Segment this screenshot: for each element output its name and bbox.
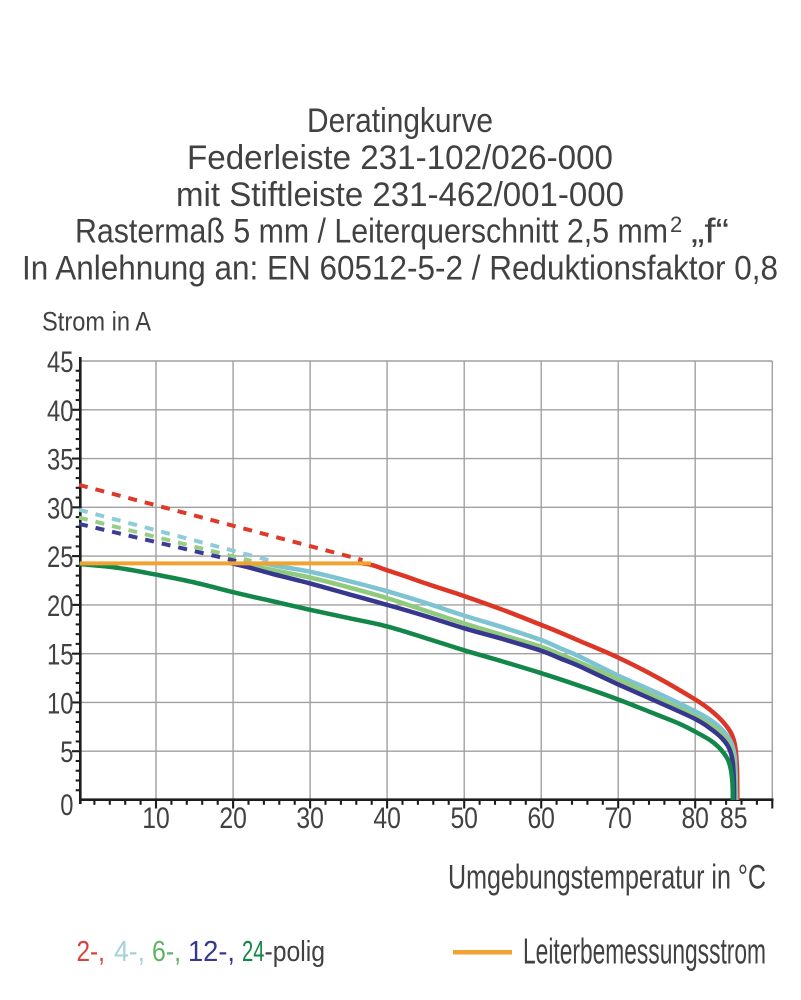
svg-text:30: 30 xyxy=(296,802,324,835)
svg-text:80: 80 xyxy=(681,802,709,835)
svg-text:20: 20 xyxy=(47,590,74,623)
svg-text:2-,: 2-, xyxy=(77,936,105,968)
svg-text:0: 0 xyxy=(60,789,73,822)
svg-text:85: 85 xyxy=(720,802,748,835)
svg-text:60: 60 xyxy=(527,802,555,835)
svg-text:Deratingkurve: Deratingkurve xyxy=(307,102,493,140)
svg-text:45: 45 xyxy=(47,346,74,379)
svg-text:35: 35 xyxy=(47,444,74,477)
svg-text:24: 24 xyxy=(242,936,265,968)
svg-text:12-,: 12-, xyxy=(188,936,235,968)
svg-text:Strom in A: Strom in A xyxy=(42,307,151,337)
svg-text:30: 30 xyxy=(47,492,74,525)
svg-text:4-,: 4-, xyxy=(114,936,145,968)
svg-text:Federleiste 231-102/026-000: Federleiste 231-102/026-000 xyxy=(187,139,613,177)
svg-text:mit Stiftleiste 231-462/001-00: mit Stiftleiste 231-462/001-000 xyxy=(176,176,624,214)
svg-text:15: 15 xyxy=(47,639,74,672)
svg-text:10: 10 xyxy=(142,802,170,835)
svg-text:In Anlehnung an: EN 60512-5-2: In Anlehnung an: EN 60512-5-2 / Reduktio… xyxy=(22,250,778,288)
svg-text:2: 2 xyxy=(670,212,682,237)
svg-text:5: 5 xyxy=(60,736,73,769)
svg-text:70: 70 xyxy=(604,802,632,835)
svg-text:Umgebungstemperatur in °C: Umgebungstemperatur in °C xyxy=(448,859,766,897)
svg-text:Leiterbemessungsstrom: Leiterbemessungsstrom xyxy=(523,931,766,972)
svg-text:50: 50 xyxy=(450,802,478,835)
svg-text:25: 25 xyxy=(47,541,74,574)
svg-text:6-,: 6-, xyxy=(152,936,181,968)
svg-text:40: 40 xyxy=(373,802,401,835)
svg-text:20: 20 xyxy=(219,802,247,835)
svg-text:-polig: -polig xyxy=(265,936,326,968)
svg-text:40: 40 xyxy=(47,395,74,428)
svg-text:Rastermaß 5 mm / Leiterquersch: Rastermaß 5 mm / Leiterquerschnitt 2,5 m… xyxy=(75,213,668,251)
svg-text:10: 10 xyxy=(47,687,74,720)
svg-text:„f“: „f“ xyxy=(691,213,729,251)
